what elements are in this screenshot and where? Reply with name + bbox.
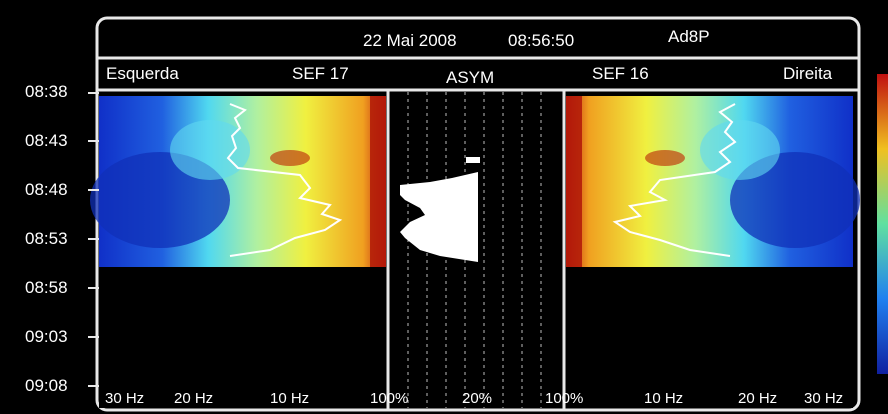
right-spectrogram-red-edge xyxy=(566,96,582,267)
y-tick-label: 08:48 xyxy=(25,180,68,199)
x-tick-label-left: 10 Hz xyxy=(270,390,310,407)
y-tick-label: 09:08 xyxy=(25,376,68,395)
x-tick-label-right: 10 Hz xyxy=(644,390,684,407)
y-tick-label: 08:43 xyxy=(25,131,68,150)
right-empty-area xyxy=(566,268,853,408)
left-sef-line xyxy=(226,103,343,257)
right-spectrogram-red-spot xyxy=(645,150,685,166)
right-spectrogram-blue-region xyxy=(730,152,860,248)
asym-marker xyxy=(466,157,480,163)
x-tick-label-left: 100% xyxy=(370,390,409,407)
x-tick-label-right: 100% xyxy=(545,390,584,407)
right-sef-line xyxy=(612,103,737,257)
y-tick-label: 09:03 xyxy=(25,327,68,346)
left-empty-area xyxy=(99,268,386,408)
right-spectrogram-cyan-region xyxy=(700,120,780,180)
x-tick-label-left: 20 Hz xyxy=(174,390,214,407)
header-patient-id: Ad8P xyxy=(668,27,710,46)
x-tick-label-right: 30 Hz xyxy=(804,390,844,407)
color-scale-bar xyxy=(877,74,888,374)
x-tick-label-left: 30 Hz xyxy=(105,390,145,407)
left-spectrogram-red-spot xyxy=(270,150,310,166)
asym-label: ASYM xyxy=(446,68,495,87)
y-tick-label: 08:53 xyxy=(25,229,68,248)
y-tick-label: 08:38 xyxy=(25,82,68,101)
right-panel-label: Direita xyxy=(783,64,833,83)
left-spectrogram-cyan-region xyxy=(170,120,250,180)
y-tick-label: 08:58 xyxy=(25,278,68,297)
asym-white-bars xyxy=(400,172,478,262)
x-tick-label-right: 20 Hz xyxy=(738,390,778,407)
left-sef-label: SEF 17 xyxy=(292,64,349,83)
y-axis-ticks xyxy=(88,92,99,387)
x-tick-label-center: 20% xyxy=(462,390,493,407)
header-time: 08:56:50 xyxy=(508,31,575,50)
left-spectrogram-red-edge xyxy=(370,96,386,267)
right-sef-label: SEF 16 xyxy=(592,64,649,83)
left-panel-label: Esquerda xyxy=(106,64,179,83)
header-date: 22 Mai 2008 xyxy=(363,31,457,50)
